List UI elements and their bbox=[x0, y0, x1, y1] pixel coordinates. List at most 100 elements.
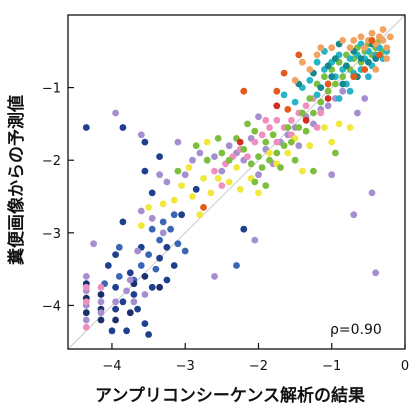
data-point bbox=[299, 109, 306, 117]
data-point bbox=[159, 200, 167, 208]
data-point bbox=[126, 269, 134, 277]
data-point bbox=[130, 298, 138, 306]
data-point bbox=[123, 287, 130, 295]
data-point bbox=[368, 37, 376, 44]
data-point bbox=[225, 156, 233, 164]
data-point bbox=[302, 116, 310, 124]
data-point bbox=[203, 138, 211, 146]
data-point bbox=[273, 102, 281, 110]
x-tick-label: −3 bbox=[176, 359, 195, 374]
data-point bbox=[251, 127, 259, 135]
data-point bbox=[112, 251, 119, 258]
data-point bbox=[200, 204, 207, 211]
data-point bbox=[145, 204, 153, 211]
data-point bbox=[82, 273, 90, 280]
data-point bbox=[247, 160, 255, 168]
data-point bbox=[277, 164, 284, 171]
y-tick-label: −3 bbox=[42, 227, 61, 242]
data-point bbox=[134, 305, 142, 313]
data-point bbox=[251, 236, 259, 244]
data-point bbox=[82, 283, 90, 291]
data-point bbox=[112, 316, 119, 324]
data-point bbox=[178, 182, 186, 190]
data-point bbox=[163, 276, 171, 284]
data-point bbox=[269, 131, 277, 139]
data-point bbox=[174, 138, 182, 146]
data-point bbox=[328, 171, 336, 179]
data-point bbox=[255, 189, 262, 197]
data-point bbox=[321, 73, 328, 81]
data-point bbox=[280, 69, 288, 77]
data-point bbox=[163, 178, 171, 186]
data-point bbox=[361, 66, 369, 73]
data-point bbox=[302, 102, 310, 110]
data-point bbox=[225, 178, 233, 186]
data-point bbox=[258, 131, 266, 139]
data-point bbox=[167, 225, 175, 233]
data-point bbox=[273, 138, 281, 146]
data-point bbox=[291, 76, 299, 84]
data-point bbox=[251, 138, 259, 146]
data-point bbox=[299, 167, 306, 175]
data-point bbox=[273, 87, 281, 95]
data-point bbox=[317, 84, 325, 91]
data-point bbox=[82, 124, 90, 131]
data-point bbox=[357, 33, 365, 41]
data-point bbox=[365, 73, 372, 81]
data-point bbox=[112, 109, 119, 117]
data-point bbox=[211, 153, 218, 161]
data-point bbox=[159, 218, 167, 226]
data-point bbox=[211, 167, 218, 175]
data-point bbox=[233, 164, 240, 171]
data-point bbox=[119, 298, 127, 306]
data-point bbox=[291, 156, 299, 164]
data-point bbox=[339, 80, 347, 88]
data-point bbox=[112, 283, 119, 291]
data-point bbox=[324, 80, 332, 88]
data-point bbox=[82, 298, 90, 306]
data-point bbox=[324, 95, 332, 102]
data-point bbox=[141, 320, 149, 327]
data-point bbox=[137, 131, 145, 139]
y-tick-label: −1 bbox=[42, 82, 61, 97]
data-point bbox=[174, 167, 182, 175]
data-point bbox=[284, 106, 292, 113]
data-point bbox=[365, 58, 372, 66]
data-point bbox=[163, 243, 171, 251]
data-point bbox=[236, 185, 244, 193]
data-point bbox=[97, 298, 105, 306]
data-point bbox=[156, 283, 164, 291]
data-point bbox=[181, 171, 189, 179]
data-point bbox=[203, 156, 211, 164]
data-point bbox=[376, 51, 383, 59]
data-point bbox=[291, 98, 299, 106]
data-point bbox=[306, 95, 314, 102]
identity-reference-line bbox=[67, 14, 406, 350]
data-point bbox=[324, 62, 332, 70]
data-point bbox=[236, 138, 244, 146]
data-point bbox=[306, 66, 314, 73]
data-point bbox=[115, 243, 123, 251]
data-point bbox=[137, 222, 145, 230]
data-point bbox=[148, 214, 156, 222]
x-axis-title: アンプリコンシーケンス解析の結果 bbox=[95, 385, 365, 406]
data-point bbox=[324, 102, 332, 110]
y-axis-title: 糞便画像からの予測値 bbox=[6, 95, 27, 266]
data-point bbox=[112, 298, 119, 306]
data-point bbox=[97, 309, 105, 317]
data-point bbox=[126, 276, 134, 284]
x-tick-label: 0 bbox=[401, 359, 409, 374]
correlation-annotation: ρ=0.90 bbox=[330, 322, 382, 338]
data-point bbox=[262, 138, 270, 146]
data-point bbox=[324, 87, 332, 95]
data-point bbox=[332, 80, 339, 88]
data-point bbox=[141, 167, 149, 175]
data-point bbox=[350, 37, 358, 44]
data-point bbox=[141, 138, 149, 146]
data-point bbox=[170, 196, 178, 204]
data-point bbox=[306, 142, 314, 150]
data-point bbox=[134, 247, 142, 255]
data-point bbox=[288, 116, 295, 124]
data-point bbox=[97, 291, 105, 298]
data-point bbox=[372, 269, 380, 277]
